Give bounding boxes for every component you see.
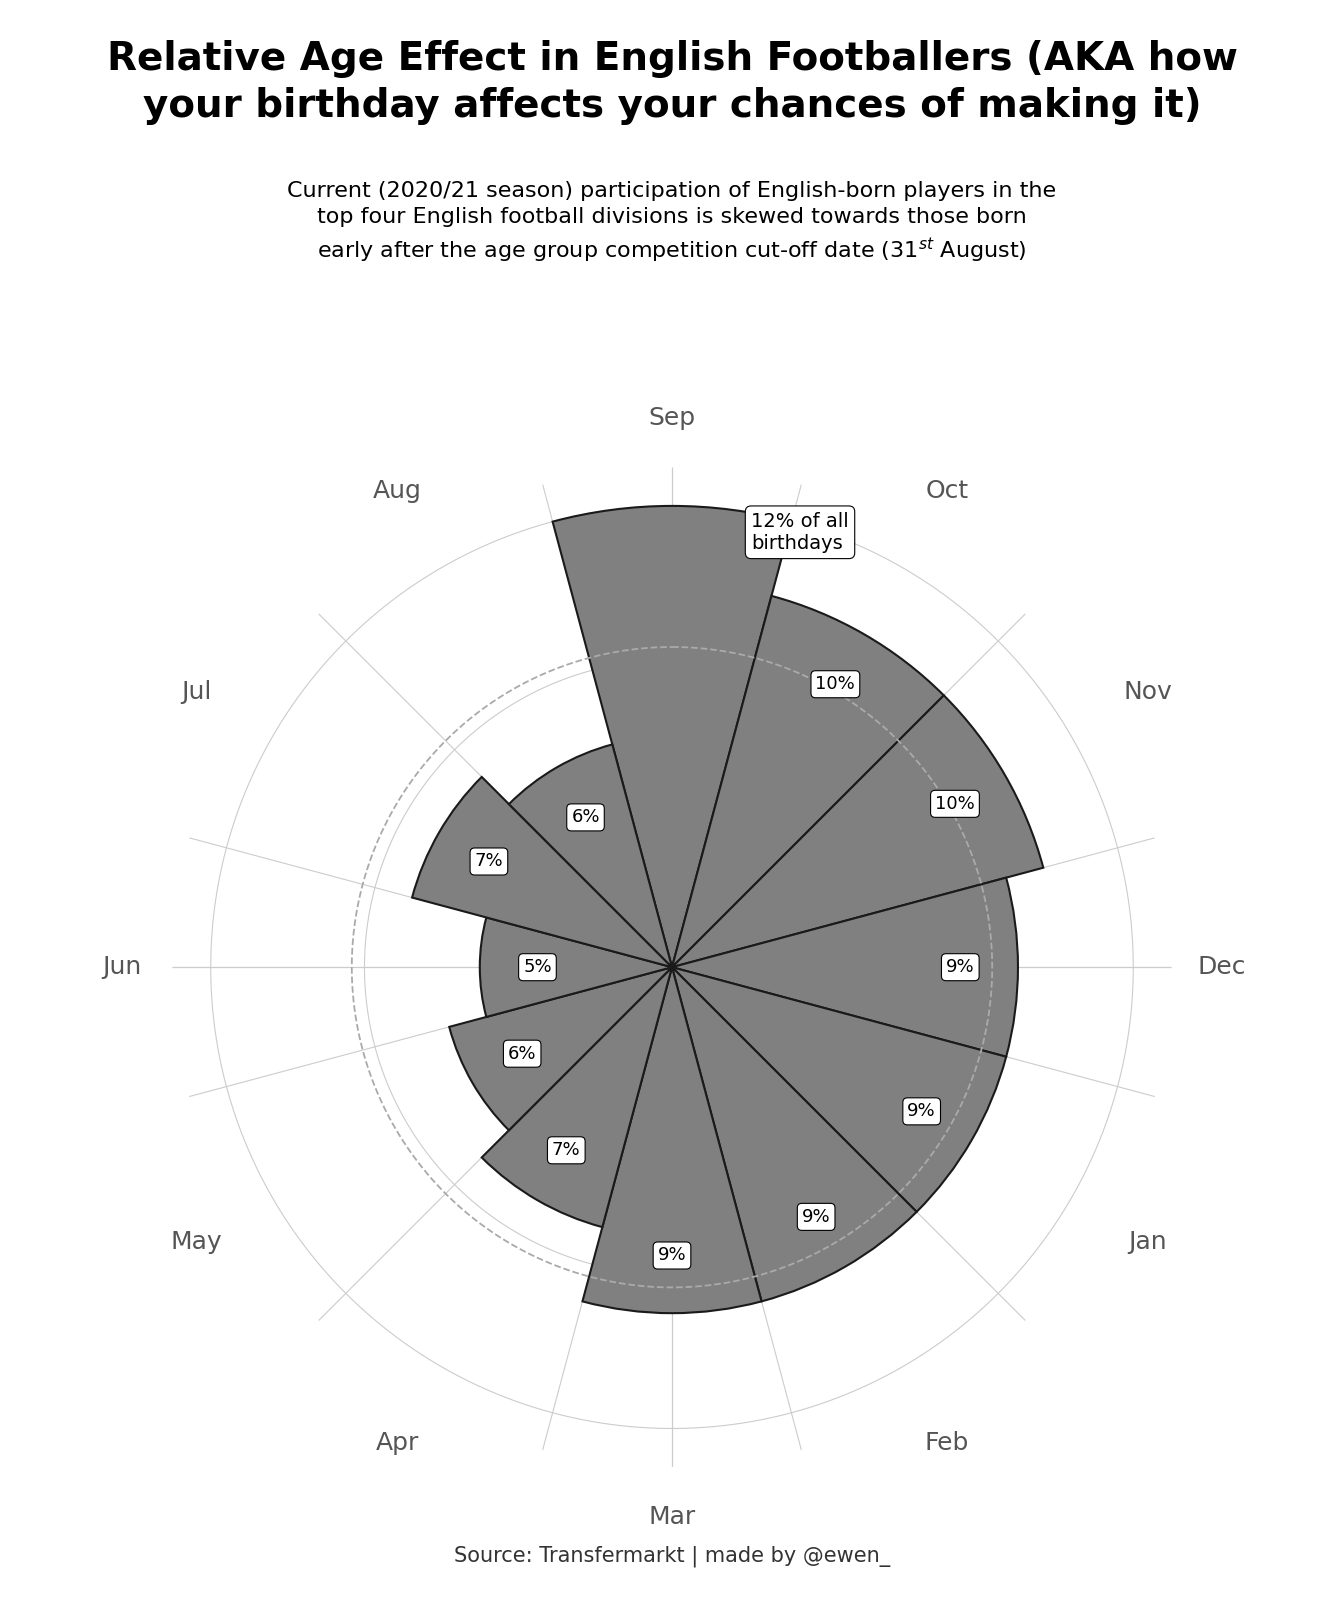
Text: Apr: Apr [375,1431,419,1456]
Text: Mar: Mar [648,1506,696,1528]
Bar [582,967,762,1314]
Bar [413,777,672,967]
Text: 7%: 7% [552,1141,581,1159]
Text: Aug: Aug [372,479,422,503]
Bar [672,596,943,967]
Bar [480,917,672,1017]
Bar [481,967,672,1227]
Text: May: May [171,1230,222,1254]
Bar [672,695,1043,967]
Text: 9%: 9% [946,958,974,977]
Text: Current (2020/21 season) participation of English-born players in the
top four E: Current (2020/21 season) participation o… [288,181,1056,264]
Bar [672,967,917,1301]
Text: 9%: 9% [657,1246,687,1264]
Text: 6%: 6% [508,1045,536,1062]
Text: 12% of all
birthdays: 12% of all birthdays [751,511,849,553]
Text: 9%: 9% [802,1207,831,1225]
Bar [509,745,672,967]
Bar [672,967,1007,1212]
Text: Relative Age Effect in English Footballers (AKA how
your birthday affects your c: Relative Age Effect in English Footballe… [106,40,1238,126]
Text: Oct: Oct [925,479,969,503]
Text: 7%: 7% [474,853,503,870]
Text: Sep: Sep [648,406,696,429]
Bar [552,506,792,967]
Text: Dec: Dec [1198,956,1246,978]
Text: 10%: 10% [935,795,974,812]
Text: Jun: Jun [102,956,142,978]
Text: Jan: Jan [1129,1230,1168,1254]
Bar [672,877,1017,1057]
Text: Nov: Nov [1124,680,1172,704]
Text: 9%: 9% [907,1103,935,1120]
Text: Jul: Jul [180,680,211,704]
Text: Feb: Feb [925,1431,969,1456]
Text: Source: Transfermarkt | made by @ewen_: Source: Transfermarkt | made by @ewen_ [454,1546,890,1567]
Text: 10%: 10% [816,675,855,693]
Text: 6%: 6% [571,808,599,827]
Text: 5%: 5% [523,958,552,977]
Bar [449,967,672,1130]
